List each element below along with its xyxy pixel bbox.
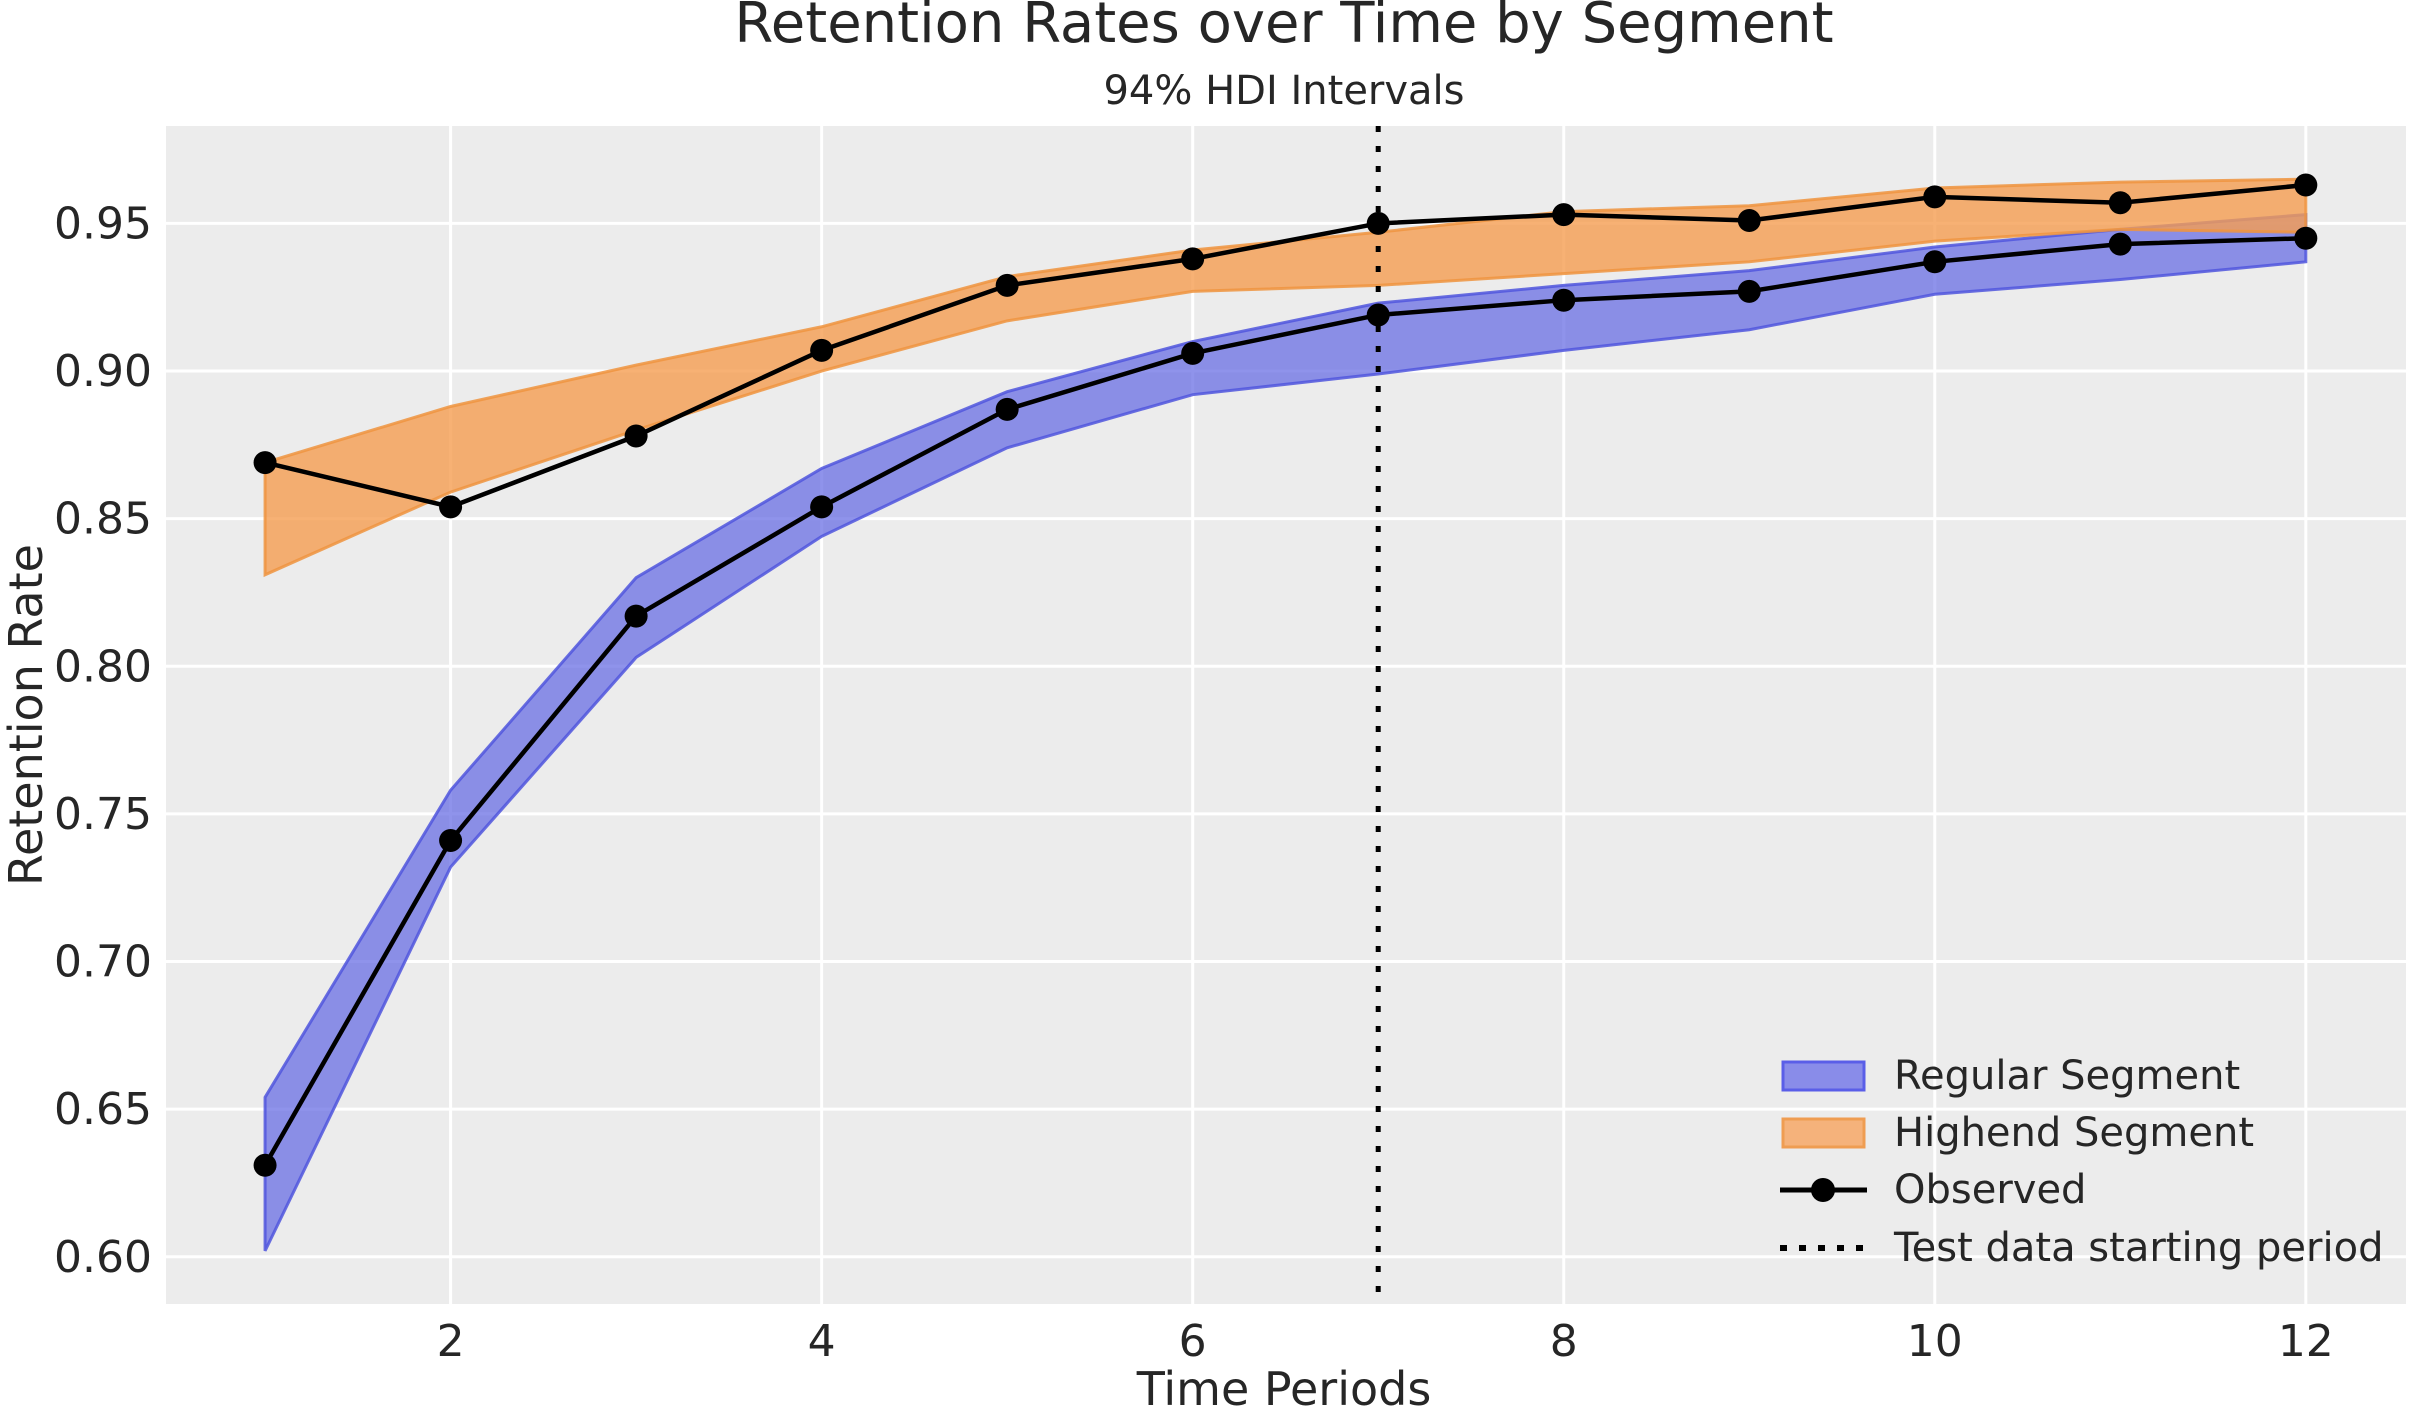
x-tick-label: 10 (1907, 1316, 1963, 1367)
y-tick-labels: 0.60 0.65 0.70 0.75 0.80 0.85 0.90 0.95 (54, 198, 152, 1282)
y-axis-label: Retention Rate (0, 544, 53, 886)
observed-line (263, 235, 2306, 1167)
observed-marker (253, 451, 277, 475)
chart-subtitle: 94% HDI Intervals (1103, 68, 1464, 114)
x-axis-label: Time Periods (1136, 1362, 1432, 1416)
highend-band-swatch-icon (1781, 1117, 1866, 1149)
observed-marker (624, 424, 648, 448)
regular-band-swatch-icon (1781, 1060, 1866, 1092)
chart-title: Retention Rates over Time by Segment (734, 0, 1833, 56)
legend-item-observed: Observed (1780, 1167, 2086, 1213)
x-tick-label: 4 (808, 1316, 836, 1367)
y-tick-label: 0.80 (54, 641, 152, 692)
regular-segment-hdi-band (263, 212, 2308, 1252)
observed-marker (1366, 303, 1390, 327)
observed-marker (253, 1153, 277, 1177)
x-tick-label: 2 (437, 1316, 465, 1367)
observed-marker (1552, 288, 1576, 312)
observed-marker (1737, 208, 1761, 232)
observed-marker (2294, 173, 2318, 197)
legend-item-highend-segment: Highend Segment (1781, 1110, 2254, 1156)
x-tick-label: 12 (2278, 1316, 2334, 1367)
observed-highend-line (253, 173, 2318, 519)
observed-line (264, 182, 2307, 510)
legend-label: Regular Segment (1894, 1053, 2240, 1099)
y-tick-label: 0.70 (54, 937, 152, 988)
observed-marker (2294, 226, 2318, 250)
legend-item-regular-segment: Regular Segment (1781, 1053, 2240, 1099)
y-tick-label: 0.85 (54, 494, 152, 545)
x-tick-label: 6 (1179, 1316, 1207, 1367)
observed-marker (2108, 232, 2132, 256)
observed-marker (810, 495, 834, 519)
observed-marker (439, 495, 463, 519)
observed-marker (810, 338, 834, 362)
y-tick-label: 0.90 (54, 346, 152, 397)
y-tick-label: 0.60 (54, 1232, 152, 1283)
observed-marker (1366, 211, 1390, 235)
y-tick-label: 0.75 (54, 789, 152, 840)
legend-label: Highend Segment (1894, 1110, 2254, 1156)
observed-lines (253, 173, 2318, 1177)
observed-marker (995, 397, 1019, 421)
observed-marker (624, 604, 648, 628)
observed-marker (1923, 250, 1947, 274)
y-tick-label: 0.65 (54, 1084, 152, 1135)
x-tick-labels: 2 4 6 8 10 12 (437, 1316, 2334, 1367)
observed-marker (1923, 185, 1947, 209)
observed-marker (1181, 247, 1205, 271)
legend-label: Observed (1894, 1167, 2086, 1213)
observed-marker-icon (1811, 1178, 1835, 1202)
observed-regular-line (253, 226, 2318, 1177)
observed-marker (439, 828, 463, 852)
gridlines (166, 126, 2406, 1304)
observed-marker (1552, 203, 1576, 227)
x-tick-label: 8 (1550, 1316, 1578, 1367)
observed-marker (2108, 191, 2132, 215)
legend-label: Test data starting period (1893, 1225, 2383, 1271)
observed-marker (995, 273, 1019, 297)
y-tick-label: 0.95 (54, 198, 152, 249)
observed-marker (1181, 341, 1205, 365)
legend-item-test-period: Test data starting period (1780, 1225, 2383, 1271)
legend: Regular Segment Highend Segment Observed… (1780, 1053, 2383, 1271)
observed-marker (1737, 279, 1761, 303)
